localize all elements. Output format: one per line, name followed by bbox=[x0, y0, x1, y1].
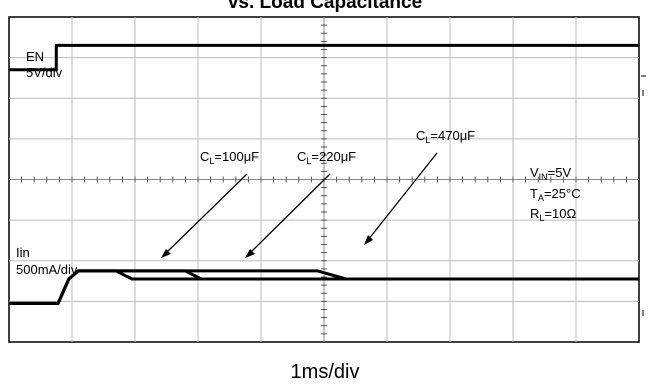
right-edge-markers bbox=[641, 75, 646, 316]
arrowhead-cl-470uf bbox=[364, 235, 373, 245]
annotation-arrows bbox=[161, 152, 438, 258]
arrow-cl-470uf bbox=[367, 152, 438, 241]
en-channel-label: EN bbox=[26, 49, 44, 64]
iin-scale-label: 500mA/div bbox=[16, 262, 78, 277]
en-trace bbox=[9, 43, 639, 72]
annotation-cl-220uf: CL=220μF bbox=[297, 149, 356, 166]
x-axis-label: 1ms/div bbox=[291, 361, 360, 383]
condition-ta: TA=25°C bbox=[530, 186, 581, 203]
iin-trace-470uf bbox=[9, 269, 639, 305]
condition-vin: VIN=5V bbox=[530, 165, 571, 182]
waveform-traces bbox=[9, 43, 639, 305]
en-scale-label: 5V/div bbox=[26, 65, 63, 80]
arrow-cl-100uf bbox=[165, 173, 248, 254]
condition-rl: RL=10Ω bbox=[530, 206, 576, 223]
annotation-cl-100uf: CL=100μF bbox=[200, 149, 259, 166]
arrow-cl-220uf bbox=[249, 173, 331, 254]
iin-channel-label: Iin bbox=[16, 245, 30, 260]
annotation-cl-470uf: CL=470μF bbox=[416, 128, 475, 145]
chart-title: vs. Load Capacitance bbox=[228, 0, 422, 13]
arrowhead-cl-220uf bbox=[245, 249, 255, 258]
arrowhead-cl-100uf bbox=[161, 249, 171, 258]
